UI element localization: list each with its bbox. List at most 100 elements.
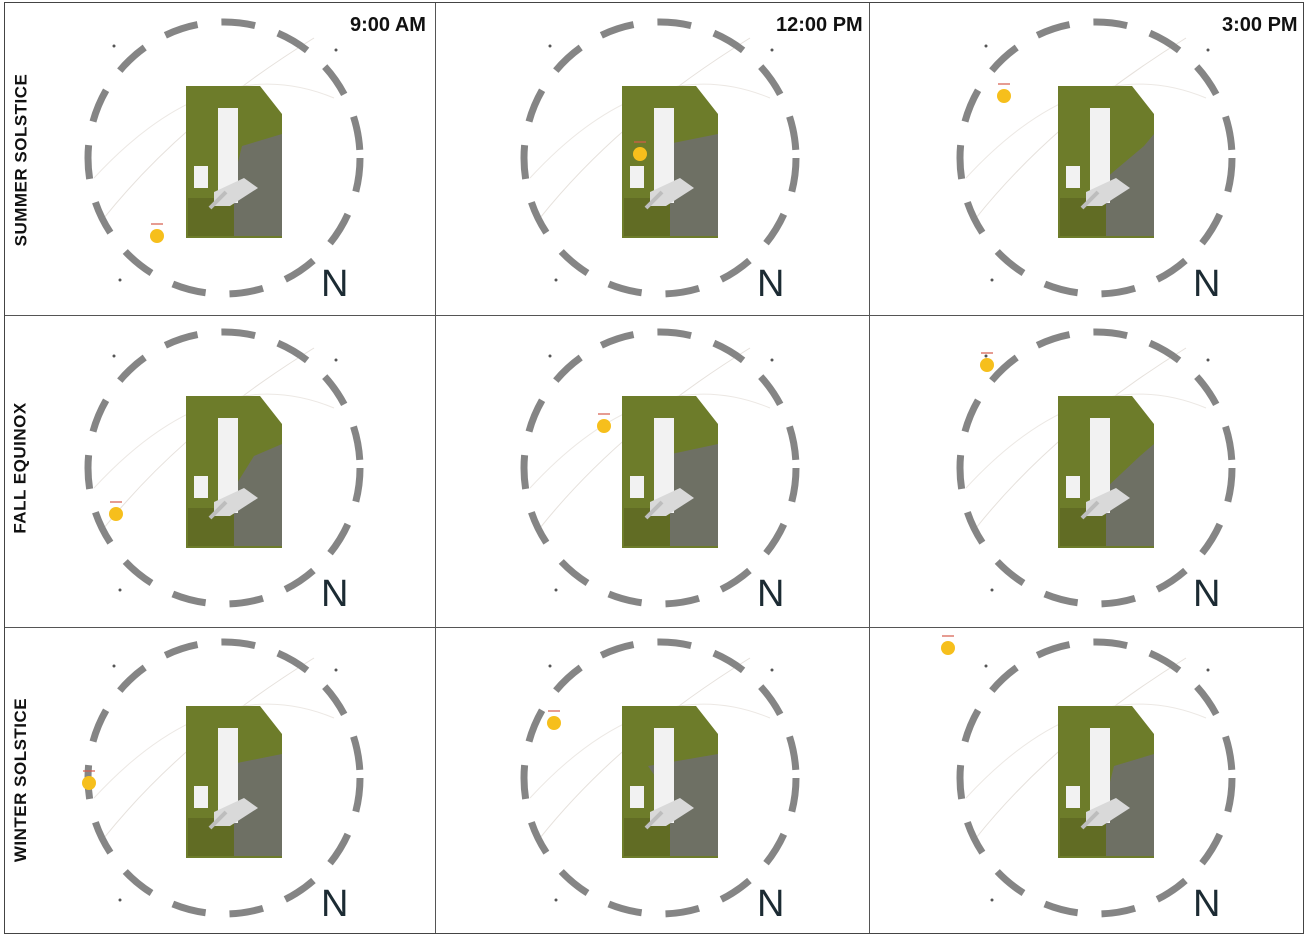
tower-building — [654, 728, 674, 823]
north-indicator: N — [1193, 573, 1221, 615]
walkway — [1080, 810, 1100, 830]
walkway — [208, 190, 228, 210]
low-building — [630, 476, 644, 498]
compass-tick — [554, 588, 558, 592]
sun-study-cell: N — [931, 313, 1261, 623]
walkway — [644, 190, 664, 210]
sun-marker — [547, 716, 561, 730]
sun-study-cell: N — [59, 3, 389, 313]
sun-marker — [82, 776, 96, 790]
north-indicator: N — [321, 573, 349, 615]
building-shadow — [1106, 754, 1154, 856]
compass-tick — [1206, 48, 1210, 52]
column-label-12pm: 12:00 PM — [776, 14, 863, 36]
compass-ring — [84, 328, 364, 608]
sun-study-cell: N — [931, 623, 1261, 933]
low-building — [194, 476, 208, 498]
compass-ring — [520, 18, 800, 298]
sun-marker — [980, 358, 994, 372]
compass-tick — [334, 668, 338, 672]
compass-tick — [1206, 358, 1210, 362]
compass-tick — [118, 898, 122, 902]
compass-tick — [548, 354, 552, 358]
podium-building — [214, 798, 258, 826]
north-indicator: N — [757, 883, 785, 925]
compass-tick — [990, 898, 994, 902]
compass-tick — [984, 354, 988, 358]
building-shadow — [234, 134, 282, 236]
walkway — [208, 500, 228, 520]
sun-study-cell: N — [495, 3, 825, 313]
row-label-summer-solstice: SUMMER SOLSTICE — [11, 73, 31, 247]
low-building — [1066, 166, 1080, 188]
podium-building — [1086, 178, 1130, 206]
walkway — [644, 500, 664, 520]
row-divider — [5, 315, 1303, 316]
sun-study-cell: N — [495, 623, 825, 933]
north-indicator: N — [1193, 263, 1221, 305]
compass-tick — [770, 668, 774, 672]
sun-path-diagram — [82, 638, 364, 918]
row-label-winter-solstice: WINTER SOLSTICE — [11, 697, 30, 863]
compass-ring — [956, 18, 1236, 298]
building-shadow — [234, 444, 282, 546]
compass-ring — [956, 328, 1236, 608]
tower-building — [218, 108, 238, 203]
sun-marker — [109, 507, 123, 521]
compass-tick — [990, 278, 994, 282]
column-divider — [435, 3, 436, 933]
compass-tick — [984, 664, 988, 668]
compass-ring — [520, 328, 800, 608]
compass-tick — [334, 48, 338, 52]
sun-path-diagram — [84, 18, 364, 298]
sun-study-cell: N — [931, 3, 1261, 313]
podium-building — [650, 488, 694, 516]
low-building — [194, 166, 208, 188]
building-shadow — [1106, 134, 1154, 236]
low-building — [630, 786, 644, 808]
walkway — [644, 810, 664, 830]
podium-building — [650, 798, 694, 826]
compass-tick — [984, 44, 988, 48]
compass-tick — [334, 358, 338, 362]
sun-path-diagram — [520, 328, 800, 608]
podium-building — [214, 488, 258, 516]
row-divider — [5, 627, 1303, 628]
sun-path-diagram — [956, 328, 1236, 608]
tower-building — [654, 108, 674, 203]
sun-marker — [597, 419, 611, 433]
compass-tick — [118, 278, 122, 282]
walkway — [1080, 500, 1100, 520]
compass-tick — [112, 354, 116, 358]
podium-building — [1086, 488, 1130, 516]
sun-path-diagram — [84, 328, 364, 608]
column-label-3pm: 3:00 PM — [1222, 14, 1298, 36]
row-label-fall-equinox: FALL EQUINOX — [11, 402, 30, 534]
low-building — [194, 786, 208, 808]
sun-path-diagram — [520, 638, 800, 918]
sun-marker — [997, 89, 1011, 103]
podium-building — [650, 178, 694, 206]
column-label-9am: 9:00 AM — [350, 14, 426, 36]
compass-tick — [554, 278, 558, 282]
compass-ring — [956, 638, 1236, 918]
north-indicator: N — [321, 263, 349, 305]
north-indicator: N — [321, 883, 349, 925]
compass-tick — [118, 588, 122, 592]
low-building — [1066, 786, 1080, 808]
low-building — [1066, 476, 1080, 498]
compass-tick — [554, 898, 558, 902]
walkway — [208, 810, 228, 830]
sun-marker — [941, 641, 955, 655]
tower-building — [218, 728, 238, 823]
column-divider — [869, 3, 870, 933]
building-shadow — [1106, 444, 1154, 546]
tower-building — [1090, 728, 1110, 823]
north-indicator: N — [757, 263, 785, 305]
tower-building — [1090, 418, 1110, 513]
podium-building — [1086, 798, 1130, 826]
sun-marker — [633, 147, 647, 161]
compass-tick — [1206, 668, 1210, 672]
compass-tick — [990, 588, 994, 592]
tower-building — [654, 418, 674, 513]
